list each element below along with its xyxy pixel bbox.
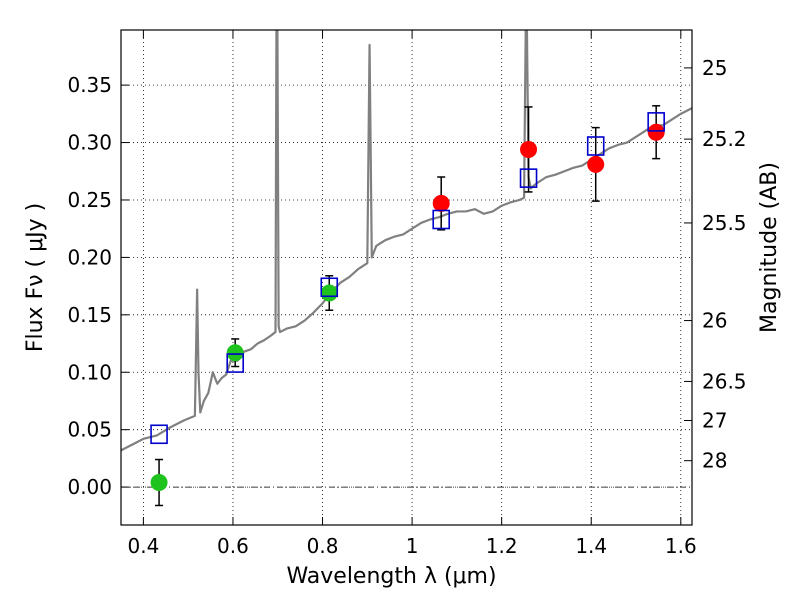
- x-tick-label: 0.4: [127, 534, 159, 558]
- x-tick-label: 1: [406, 534, 419, 558]
- mag-tick-label: 25: [702, 56, 727, 80]
- mag-tick-label: 28: [702, 449, 727, 473]
- red-data-point: [647, 123, 665, 141]
- mag-tick-label: 25.2: [702, 127, 747, 151]
- model-band-square: [432, 209, 451, 230]
- green-data-point: [320, 284, 338, 302]
- model-band-square: [226, 353, 244, 373]
- model-band-square: [519, 168, 538, 188]
- x-tick-label: 0.8: [307, 534, 339, 558]
- model-band-square: [647, 112, 665, 132]
- red-data-point: [587, 155, 605, 173]
- plot-frame: [120, 29, 693, 526]
- y-tick-label: 0.10: [67, 360, 112, 384]
- mag-tick-label: 27: [702, 408, 727, 432]
- mag-tick-label: 26.5: [702, 369, 747, 393]
- data-points-layer: [150, 105, 665, 507]
- x-tick-label: 1.4: [575, 534, 607, 558]
- red-data-point: [520, 140, 538, 158]
- right-axis-title: Magnitude (AB): [757, 162, 782, 333]
- grid-lines: [121, 30, 692, 525]
- axis-ticks: 0.4 0.6 0.8 1 1.2 1.4 1.6 0.00 0.05 0.10 0.15 0.20 0…: [67, 30, 747, 558]
- y-tick-label: 0.15: [67, 303, 112, 327]
- x-axis-title: Wavelength λ (μm): [286, 564, 496, 589]
- model-band-square: [320, 277, 339, 298]
- mag-tick-label: 26: [702, 309, 727, 333]
- y-tick-label: 0.30: [67, 131, 112, 155]
- model-spectrum-layer: [121, 30, 692, 452]
- green-data-point: [150, 474, 168, 492]
- y-tick-label: 0.35: [67, 73, 112, 97]
- model-band-square: [586, 136, 605, 156]
- x-tick-label: 1.6: [665, 534, 697, 558]
- y-tick-label: 0.20: [67, 245, 112, 269]
- y-axis-title: Flux Fν ( μJy ): [23, 203, 48, 352]
- red-data-point: [432, 194, 450, 212]
- x-tick-label: 0.6: [217, 534, 249, 558]
- model-band-square: [150, 424, 168, 445]
- x-tick-label: 1.2: [486, 534, 518, 558]
- y-tick-label: 0.05: [67, 418, 112, 442]
- y-tick-label: 0.25: [67, 188, 112, 212]
- green-data-point: [226, 344, 244, 362]
- model-spectrum-line: [121, 30, 692, 452]
- mag-tick-label: 25.5: [702, 211, 747, 235]
- y-tick-label: 0.00: [67, 475, 112, 499]
